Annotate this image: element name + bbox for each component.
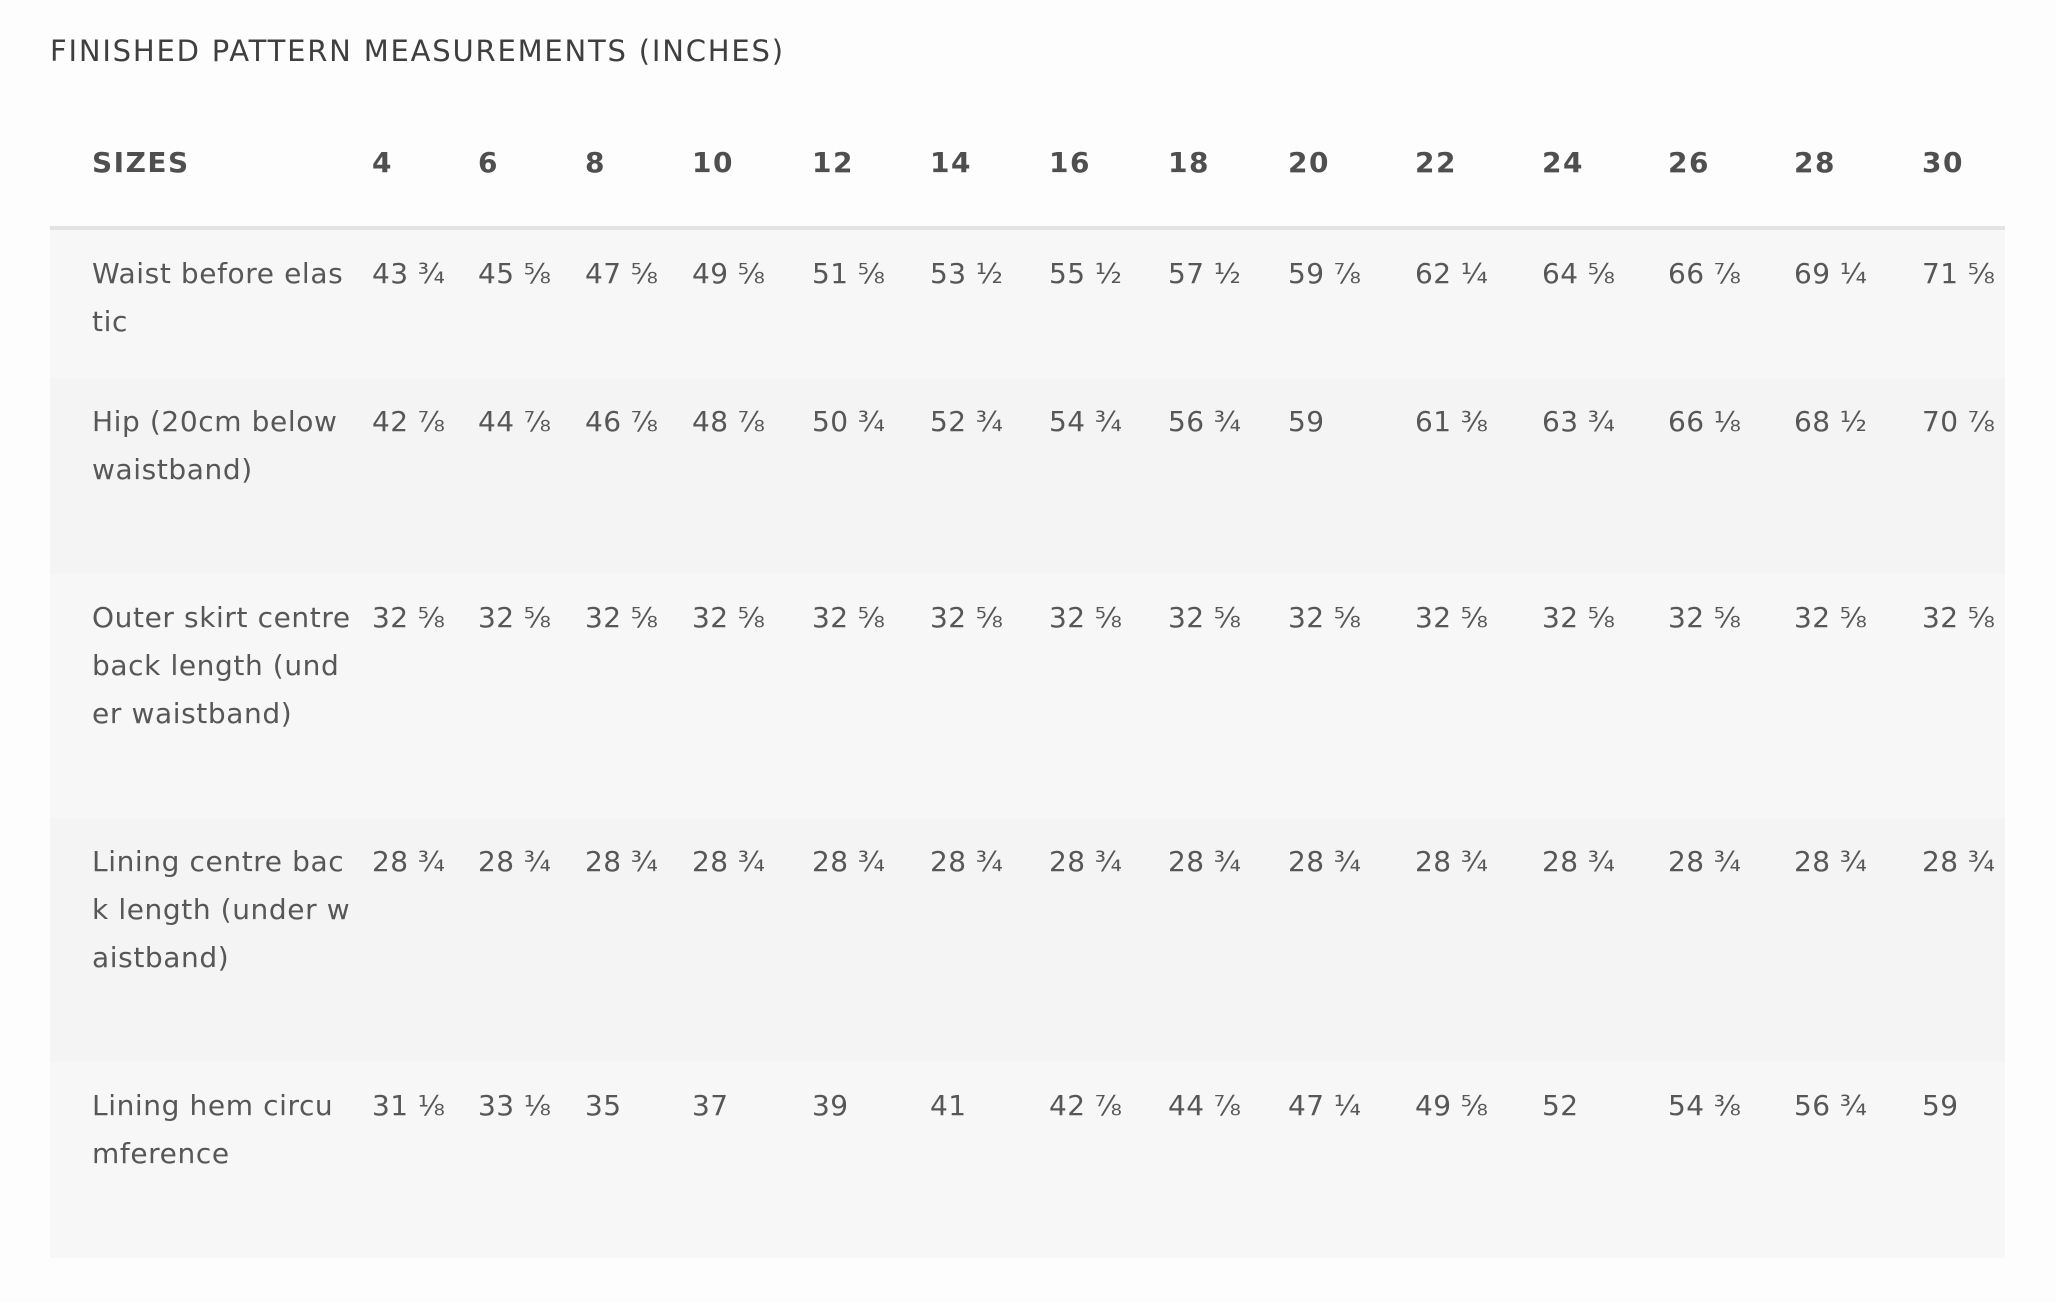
table-cell: 28 ¾ (1168, 845, 1242, 878)
table-cell: 33 ⅛ (478, 1089, 552, 1122)
table-cell: 52 ¾ (930, 405, 1004, 438)
table-cell: 50 ¾ (812, 405, 886, 438)
table-cell: 28 ¾ (1922, 845, 1996, 878)
header-cell-size: 6 (478, 98, 585, 230)
header-cell-size: 24 (1542, 98, 1668, 230)
header-cell-sizes: SIZES (50, 98, 372, 230)
table-cell: 55 ½ (1049, 257, 1123, 290)
table-cell: 28 ¾ (1288, 845, 1362, 878)
row-label: Lining centre back length (under waistba… (92, 845, 351, 974)
table-cell: 48 ⅞ (692, 405, 766, 438)
table-cell: 62 ¼ (1415, 257, 1489, 290)
header-cell-size: 18 (1168, 98, 1288, 230)
table-cell: 43 ¾ (372, 257, 446, 290)
table-cell: 49 ⅝ (692, 257, 766, 290)
table-cell: 61 ⅜ (1415, 405, 1489, 438)
header-cell-size: 10 (692, 98, 812, 230)
table-cell: 39 (812, 1089, 849, 1122)
header-cell-size: 4 (372, 98, 478, 230)
table-cell: 32 ⅝ (1049, 601, 1123, 634)
table-cell: 69 ¼ (1794, 257, 1868, 290)
table-row-outer-skirt-length: Outer skirt centre back length (under wa… (50, 574, 2005, 818)
table-cell: 44 ⅞ (1168, 1089, 1242, 1122)
table-cell: 54 ⅜ (1668, 1089, 1742, 1122)
table-cell: 32 ⅝ (1542, 601, 1616, 634)
table-cell: 35 (585, 1089, 622, 1122)
table-cell: 32 ⅝ (478, 601, 552, 634)
header-row: SIZES 4 6 8 10 12 14 16 18 20 22 24 26 2… (50, 98, 2005, 230)
table-cell: 45 ⅝ (478, 257, 552, 290)
table-cell: 28 ¾ (478, 845, 552, 878)
table-cell: 28 ¾ (930, 845, 1004, 878)
table-cell: 64 ⅝ (1542, 257, 1616, 290)
table-cell: 57 ½ (1168, 257, 1242, 290)
table-cell: 28 ¾ (1415, 845, 1489, 878)
table-cell: 28 ¾ (812, 845, 886, 878)
table-cell: 32 ⅝ (1794, 601, 1868, 634)
table-cell: 32 ⅝ (1922, 601, 1996, 634)
table-cell: 68 ½ (1794, 405, 1868, 438)
row-label: Waist before elastic (92, 257, 344, 338)
table-cell: 59 (1922, 1089, 1959, 1122)
table-cell: 66 ⅛ (1668, 405, 1742, 438)
table-cell: 56 ¾ (1168, 405, 1242, 438)
header-cell-size: 22 (1415, 98, 1542, 230)
table-row-lining-hem: Lining hem circumference 31 ⅛ 33 ⅛ 35 37… (50, 1062, 2005, 1258)
table-cell: 53 ½ (930, 257, 1004, 290)
row-label: Outer skirt centre back length (under wa… (92, 601, 351, 730)
table-cell: 63 ¾ (1542, 405, 1616, 438)
header-cell-size: 20 (1288, 98, 1415, 230)
table-cell: 71 ⅝ (1922, 257, 1996, 290)
table-cell: 47 ¼ (1288, 1089, 1362, 1122)
header-cell-size: 30 (1922, 98, 2005, 230)
table-cell: 56 ¾ (1794, 1089, 1868, 1122)
measurements-table: SIZES 4 6 8 10 12 14 16 18 20 22 24 26 2… (50, 98, 2005, 1258)
header-cell-size: 16 (1049, 98, 1168, 230)
table-cell: 32 ⅝ (692, 601, 766, 634)
table-cell: 28 ¾ (1049, 845, 1123, 878)
table-cell: 37 (692, 1089, 729, 1122)
header-cell-size: 14 (930, 98, 1049, 230)
row-label: Lining hem circumference (92, 1089, 334, 1170)
table-cell: 51 ⅝ (812, 257, 886, 290)
table-cell: 46 ⅞ (585, 405, 659, 438)
header-cell-size: 26 (1668, 98, 1794, 230)
table-row-hip: Hip (20cm below waistband) 42 ⅞ 44 ⅞ 46 … (50, 378, 2005, 574)
table-cell: 42 ⅞ (1049, 1089, 1123, 1122)
table-cell: 28 ¾ (585, 845, 659, 878)
table-cell: 41 (930, 1089, 967, 1122)
header-cell-size: 28 (1794, 98, 1922, 230)
table-cell: 32 ⅝ (930, 601, 1004, 634)
table-cell: 28 ¾ (1542, 845, 1616, 878)
table-cell: 66 ⅞ (1668, 257, 1742, 290)
table-cell: 54 ¾ (1049, 405, 1123, 438)
header-cell-size: 8 (585, 98, 692, 230)
table-cell: 32 ⅝ (585, 601, 659, 634)
table-cell: 59 (1288, 405, 1325, 438)
table-cell: 59 ⅞ (1288, 257, 1362, 290)
table-cell: 28 ¾ (372, 845, 446, 878)
table-cell: 28 ¾ (1794, 845, 1868, 878)
table-cell: 70 ⅞ (1922, 405, 1996, 438)
table-cell: 44 ⅞ (478, 405, 552, 438)
table-cell: 32 ⅝ (1668, 601, 1742, 634)
table-cell: 49 ⅝ (1415, 1089, 1489, 1122)
row-label: Hip (20cm below waistband) (92, 405, 338, 486)
table-cell: 42 ⅞ (372, 405, 446, 438)
page-title: FINISHED PATTERN MEASUREMENTS (INCHES) (50, 34, 785, 68)
table-cell: 52 (1542, 1089, 1579, 1122)
table-cell: 32 ⅝ (372, 601, 446, 634)
table-cell: 32 ⅝ (1288, 601, 1362, 634)
table-cell: 31 ⅛ (372, 1089, 446, 1122)
table-cell: 28 ¾ (692, 845, 766, 878)
table-cell: 32 ⅝ (1415, 601, 1489, 634)
header-cell-size: 12 (812, 98, 930, 230)
table-cell: 47 ⅝ (585, 257, 659, 290)
table-cell: 32 ⅝ (1168, 601, 1242, 634)
table-cell: 32 ⅝ (812, 601, 886, 634)
table-row-lining-length: Lining centre back length (under waistba… (50, 818, 2005, 1062)
table-cell: 28 ¾ (1668, 845, 1742, 878)
table-row-waist: Waist before elastic 43 ¾ 45 ⅝ 47 ⅝ 49 ⅝… (50, 228, 2005, 378)
